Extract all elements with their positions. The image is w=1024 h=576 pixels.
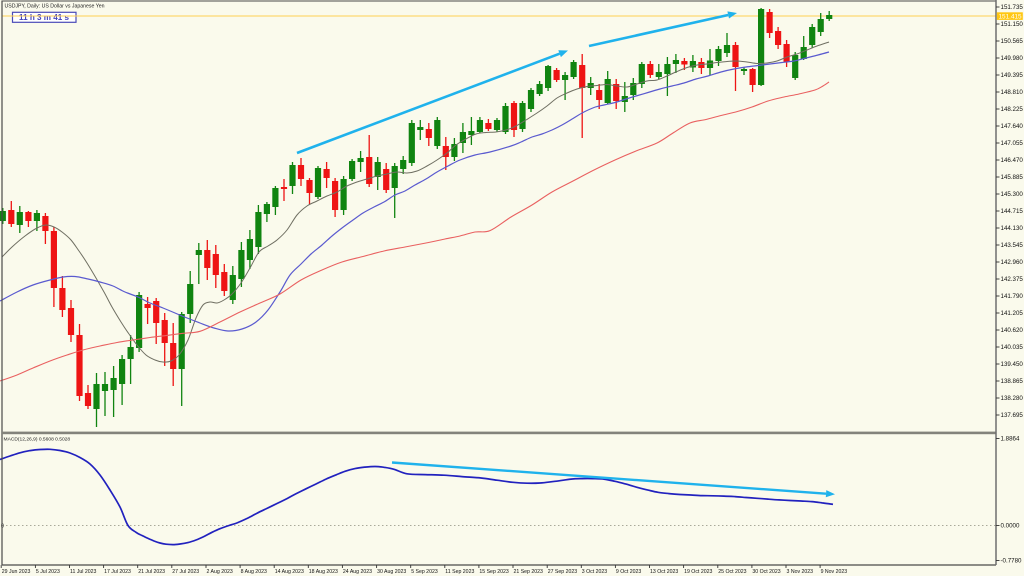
svg-text:MACD(12,26,9) 0.5608 0.5028: MACD(12,26,9) 0.5608 0.5028 (4, 437, 71, 443)
svg-text:0.0000: 0.0000 (1001, 523, 1020, 530)
svg-text:15 Sep 2023: 15 Sep 2023 (479, 569, 509, 575)
svg-text:140.620: 140.620 (1001, 327, 1024, 334)
svg-text:145.300: 145.300 (1001, 191, 1024, 198)
svg-text:144.130: 144.130 (1001, 225, 1024, 232)
svg-text:138.865: 138.865 (1001, 378, 1024, 385)
svg-text:9 Nov 2023: 9 Nov 2023 (821, 569, 848, 575)
svg-text:145.885: 145.885 (1001, 174, 1024, 181)
svg-text:13 Oct 2023: 13 Oct 2023 (650, 569, 678, 575)
svg-text:9 Oct 2023: 9 Oct 2023 (616, 569, 641, 575)
svg-text:3 Oct 2023: 3 Oct 2023 (582, 569, 607, 575)
svg-text:USDJPY, Daily: US Dollar vs J: USDJPY, Daily: US Dollar vs Japanese Yen (5, 4, 105, 10)
svg-text:27 Jul 2023: 27 Jul 2023 (172, 569, 199, 575)
svg-text:147.640: 147.640 (1001, 123, 1024, 130)
svg-text:141.205: 141.205 (1001, 310, 1024, 317)
svg-text:18 Aug 2023: 18 Aug 2023 (309, 569, 338, 575)
svg-text:5 Jul 2023: 5 Jul 2023 (36, 569, 60, 575)
svg-text:21 Jul 2023: 21 Jul 2023 (138, 569, 165, 575)
svg-text:0: 0 (1, 524, 4, 530)
svg-text:143.545: 143.545 (1001, 242, 1024, 249)
svg-text:149.980: 149.980 (1001, 55, 1024, 62)
svg-text:138.280: 138.280 (1001, 395, 1024, 402)
svg-text:30 Oct 2023: 30 Oct 2023 (752, 569, 780, 575)
svg-text:27 Sep 2023: 27 Sep 2023 (548, 569, 578, 575)
svg-text:2 Aug 2023: 2 Aug 2023 (207, 569, 233, 575)
svg-text:-0.7780: -0.7780 (1001, 558, 1023, 565)
svg-text:141.790: 141.790 (1001, 293, 1024, 300)
svg-text:149.395: 149.395 (1001, 72, 1024, 79)
svg-text:5 Sep 2023: 5 Sep 2023 (411, 569, 438, 575)
svg-text:144.715: 144.715 (1001, 208, 1024, 215)
svg-text:11 Sep 2023: 11 Sep 2023 (445, 569, 474, 575)
svg-text:150.565: 150.565 (1001, 38, 1024, 45)
svg-text:17 Jul 2023: 17 Jul 2023 (104, 569, 131, 575)
svg-text:148.810: 148.810 (1001, 89, 1024, 96)
svg-text:21 Sep 2023: 21 Sep 2023 (514, 569, 544, 575)
svg-text:151.150: 151.150 (1001, 21, 1024, 28)
svg-text:142.375: 142.375 (1001, 276, 1024, 283)
svg-text:137.695: 137.695 (1001, 412, 1024, 419)
svg-text:142.960: 142.960 (1001, 259, 1024, 266)
svg-text:25 Oct 2023: 25 Oct 2023 (718, 569, 746, 575)
svg-text:30 Aug 2023: 30 Aug 2023 (377, 569, 406, 575)
svg-text:19 Oct 2023: 19 Oct 2023 (684, 569, 712, 575)
svg-text:147.055: 147.055 (1001, 140, 1024, 147)
svg-text:3 Nov 2023: 3 Nov 2023 (787, 569, 814, 575)
svg-text:146.470: 146.470 (1001, 157, 1024, 164)
svg-text:148.225: 148.225 (1001, 106, 1024, 113)
svg-text:11 h 3 m 41 s: 11 h 3 m 41 s (19, 13, 69, 22)
svg-text:14 Aug 2023: 14 Aug 2023 (275, 569, 304, 575)
svg-text:1.8864: 1.8864 (1001, 436, 1020, 443)
svg-text:29 Jun 2023: 29 Jun 2023 (2, 569, 31, 575)
svg-text:151.735: 151.735 (1001, 4, 1024, 11)
svg-text:139.450: 139.450 (1001, 361, 1024, 368)
svg-text:8 Aug 2023: 8 Aug 2023 (241, 569, 267, 575)
svg-text:140.035: 140.035 (1001, 344, 1024, 351)
svg-text:151.415: 151.415 (999, 13, 1023, 20)
svg-text:24 Aug 2023: 24 Aug 2023 (343, 569, 372, 575)
svg-text:11 Jul 2023: 11 Jul 2023 (70, 569, 97, 575)
